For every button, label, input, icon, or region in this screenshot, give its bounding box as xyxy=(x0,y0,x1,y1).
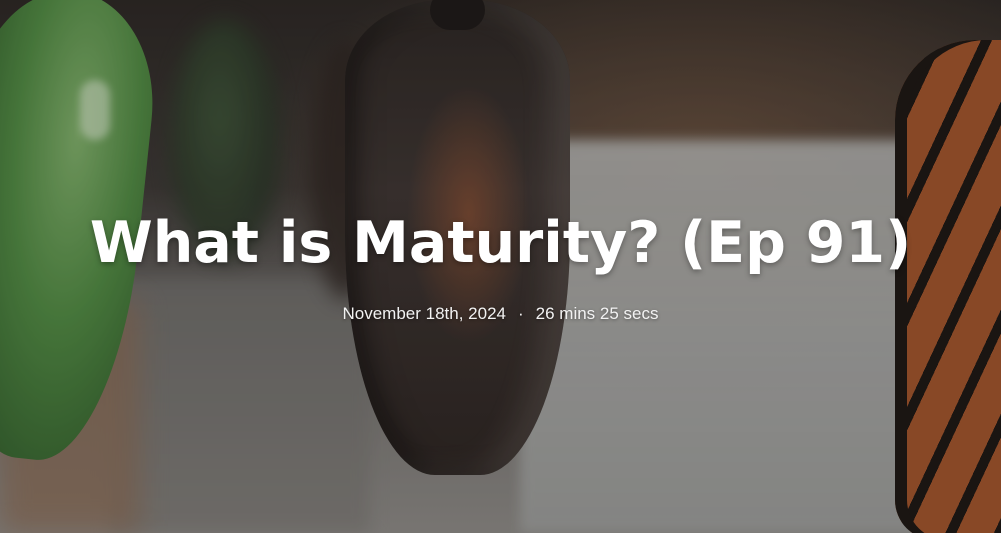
episode-title: What is Maturity? (Ep 91) xyxy=(89,210,912,276)
chrysalis-stem xyxy=(430,0,485,30)
dark-chrysalis xyxy=(345,0,570,475)
episode-date: November 18th, 2024 xyxy=(342,304,506,323)
blurred-chrysalis xyxy=(170,20,280,260)
episode-duration: 26 mins 25 secs xyxy=(535,304,659,323)
butterfly-wing xyxy=(895,40,1001,533)
meta-separator: · xyxy=(517,304,524,323)
episode-meta: November 18th, 2024 · 26 mins 25 secs xyxy=(0,302,1001,326)
background-wall xyxy=(110,280,370,533)
chrysalis-highlight xyxy=(80,80,110,140)
background-window xyxy=(520,140,940,533)
